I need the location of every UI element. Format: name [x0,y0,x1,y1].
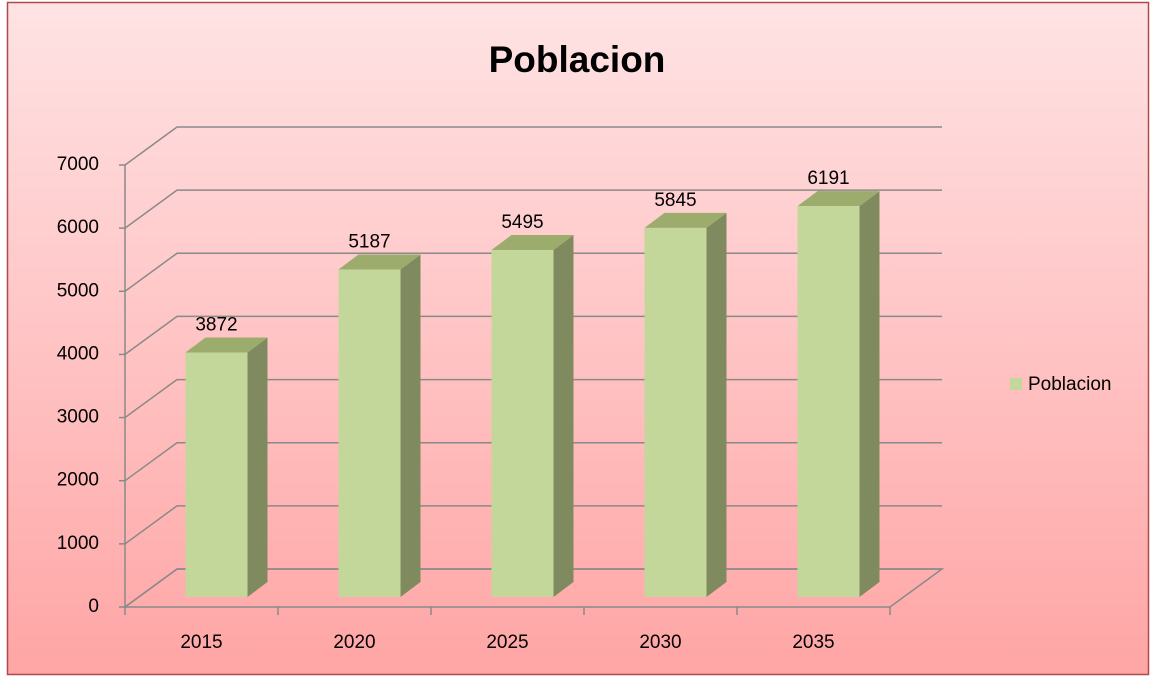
bar-top [185,337,268,353]
y-tick-label: 1000 [57,533,99,554]
bar-front [185,352,248,597]
x-tick-label: 2035 [792,632,834,653]
grid-line [124,126,942,166]
bar-side [247,337,268,597]
y-tick-label: 2000 [57,470,99,491]
bar-top [797,191,880,207]
bar-front [491,250,554,597]
bar-side [706,212,727,597]
bar-top [338,254,421,270]
bar-front [797,206,860,597]
x-tick-label: 2025 [486,632,528,653]
bar-side [553,235,574,597]
data-label: 5187 [348,231,390,252]
y-tick-label: 3000 [57,407,99,428]
plot-area: 0 1000 2000 3000 4000 5000 6000 7000 3872 2015 518… [57,126,1111,653]
y-tick-label: 5000 [57,280,99,301]
bar [185,337,268,597]
x-tick-label: 2020 [333,632,375,653]
data-label: 5845 [654,190,696,211]
y-tick-label: 4000 [57,343,99,364]
bar [797,191,880,597]
x-tick-label: 2030 [639,632,681,653]
data-label: 6191 [807,168,849,189]
chart-area [6,1,1150,676]
bar-side [859,191,880,597]
legend-swatch [1010,378,1022,390]
bar [644,212,727,597]
bar-front [644,227,707,597]
y-tick-label: 7000 [57,154,99,175]
bar-front [338,269,401,597]
grid-line [124,189,942,229]
bar [491,235,574,597]
y-tick-label: 6000 [57,217,99,238]
bar-top [491,235,574,251]
chart-title: Poblacion [489,39,666,80]
y-tick-label: 0 [88,596,99,617]
bar [338,254,421,597]
x-tick-label: 2015 [180,632,222,653]
data-label: 3872 [195,315,237,336]
legend-label: Poblacion [1028,374,1111,395]
bar-side [400,254,421,597]
bar-top [644,212,727,228]
data-label: 5495 [501,212,543,233]
